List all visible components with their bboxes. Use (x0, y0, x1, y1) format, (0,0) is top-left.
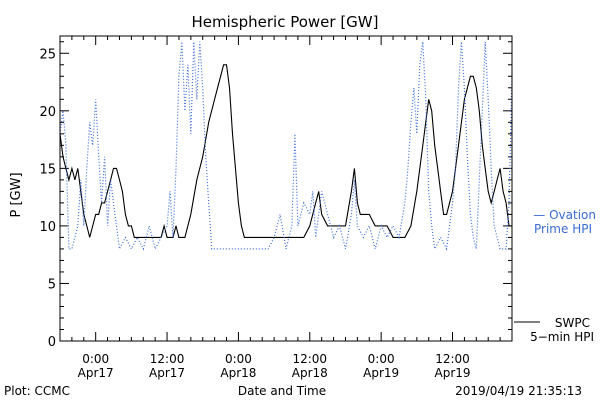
y-tick-label: 20 (39, 105, 56, 120)
chart-title: Hemispheric Power [GW] (192, 13, 379, 31)
series-layer (59, 41, 513, 252)
plot-credit: Plot: CCMC (4, 384, 70, 398)
legend-ovation-line2: Prime HPI (534, 222, 592, 236)
axis-ticks (59, 36, 513, 342)
series-line-ovation (59, 41, 513, 252)
x-tick-time: 0:00 (225, 352, 252, 366)
series-line-swpc (59, 64, 512, 238)
x-axis-label: Date and Time (238, 384, 326, 398)
x-tick-date: Apr18 (220, 366, 256, 380)
plot-frame (59, 35, 513, 342)
x-tick-time: 0:00 (368, 352, 395, 366)
legend-ovation-line1: — Ovation (533, 208, 596, 222)
x-tick-time: 12:00 (435, 352, 470, 366)
x-tick-date: Apr19 (363, 366, 399, 380)
y-tick-label: 15 (39, 162, 56, 177)
x-tick-time: 12:00 (150, 352, 185, 366)
x-tick-date: Apr17 (149, 366, 185, 380)
y-tick-label: 10 (39, 220, 56, 235)
plot-timestamp: 2019/04/19 21:35:13 (455, 384, 582, 398)
legend-ovation: — Ovation Prime HPI (533, 208, 596, 236)
y-tick-labels: 0 5 10 15 20 25 (39, 47, 56, 350)
y-axis-label: P [GW] (9, 172, 24, 217)
x-tick-time: 12:00 (292, 352, 327, 366)
y-tick-label: 25 (39, 47, 56, 62)
legend-swpc-line2: 5−min HPI (530, 330, 594, 344)
x-tick-labels: 0:00Apr1712:00Apr170:00Apr1812:00Apr180:… (78, 352, 471, 380)
x-tick-date: Apr17 (78, 366, 114, 380)
x-tick-time: 0:00 (82, 352, 109, 366)
legend-swpc-line1: SWPC (555, 316, 590, 330)
x-tick-date: Apr19 (435, 366, 471, 380)
legend-swpc: SWPC 5−min HPI (514, 316, 594, 344)
y-tick-label: 5 (48, 277, 56, 292)
x-tick-date: Apr18 (292, 366, 328, 380)
y-tick-label: 0 (48, 335, 56, 350)
